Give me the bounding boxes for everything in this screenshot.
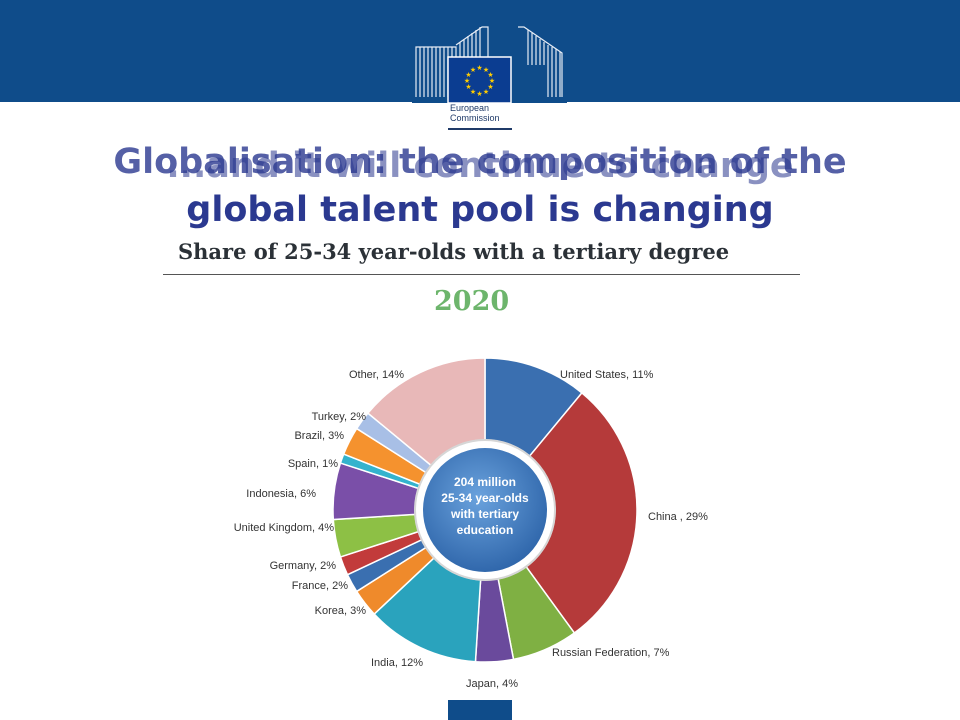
donut-center-label: 204 million: [454, 475, 516, 489]
chart-year: 2020: [434, 286, 510, 317]
footer-block: [448, 700, 512, 720]
slide-title-line1: Globalisation: the composition of the: [113, 142, 847, 182]
donut-center-label: with tertiary: [450, 507, 519, 521]
svg-text:★: ★: [465, 71, 471, 79]
logo-wordmark: European Commission: [450, 103, 500, 123]
slice-label: United Kingdom, 4%: [234, 522, 334, 534]
svg-text:★: ★: [483, 88, 489, 96]
svg-text:★: ★: [465, 83, 471, 91]
slice-label: Turkey, 2%: [312, 411, 367, 423]
chart-title-rule: [163, 274, 800, 275]
svg-text:★: ★: [476, 90, 482, 98]
svg-text:★: ★: [464, 77, 470, 85]
svg-text:★: ★: [470, 66, 476, 74]
slice-label: Brazil, 3%: [294, 430, 344, 442]
donut-chart: United States, 11% China , 29% Russian Fed…: [234, 357, 708, 690]
donut-center-label: education: [457, 523, 514, 537]
slide-title-line2: global talent pool is changing: [186, 190, 774, 230]
logo-wordmark-line2: Commission: [450, 113, 500, 123]
slice-label: Russian Federation, 7%: [552, 647, 670, 659]
slice-label: Spain, 1%: [288, 458, 338, 470]
slice-label: Indonesia, 6%: [246, 488, 316, 500]
slice-label: Korea, 3%: [315, 605, 367, 617]
slice-label: India, 12%: [371, 657, 423, 669]
svg-text:★: ★: [487, 71, 493, 79]
svg-text:★: ★: [476, 64, 482, 72]
donut-center-disc: [423, 448, 547, 572]
svg-text:★: ★: [470, 88, 476, 96]
european-commission-logo: ★ ★★ ★★★ ★★★ ★★★: [412, 25, 567, 135]
slice-label: France, 2%: [292, 580, 348, 592]
slice-label: Germany, 2%: [270, 560, 337, 572]
slice-label: Other, 14%: [349, 369, 404, 381]
logo-underline: [448, 128, 512, 130]
slice-label: Japan, 4%: [466, 678, 518, 690]
svg-text:★: ★: [483, 66, 489, 74]
svg-text:★: ★: [487, 83, 493, 91]
svg-text:★: ★: [489, 77, 495, 85]
donut-center-label: 25-34 year-olds: [441, 491, 529, 505]
slide-title-overlap: ...and it will continue to change: [166, 146, 794, 186]
logo-wordmark-line1: European: [450, 103, 490, 113]
slice-label: United States, 11%: [560, 369, 654, 381]
chart-title: Share of 25-34 year-olds with a tertiary…: [178, 239, 730, 264]
slice-label: China , 29%: [648, 511, 708, 523]
